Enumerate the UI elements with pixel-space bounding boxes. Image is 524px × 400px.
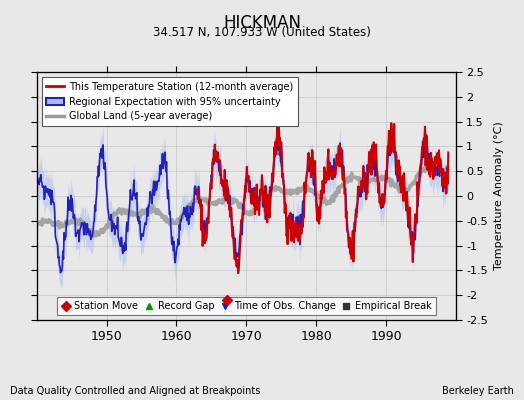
- Text: 34.517 N, 107.933 W (United States): 34.517 N, 107.933 W (United States): [153, 26, 371, 39]
- Y-axis label: Temperature Anomaly (°C): Temperature Anomaly (°C): [494, 122, 504, 270]
- Text: Berkeley Earth: Berkeley Earth: [442, 386, 514, 396]
- Legend: Station Move, Record Gap, Time of Obs. Change, Empirical Break: Station Move, Record Gap, Time of Obs. C…: [57, 297, 436, 315]
- Text: HICKMAN: HICKMAN: [223, 14, 301, 32]
- Text: Data Quality Controlled and Aligned at Breakpoints: Data Quality Controlled and Aligned at B…: [10, 386, 261, 396]
